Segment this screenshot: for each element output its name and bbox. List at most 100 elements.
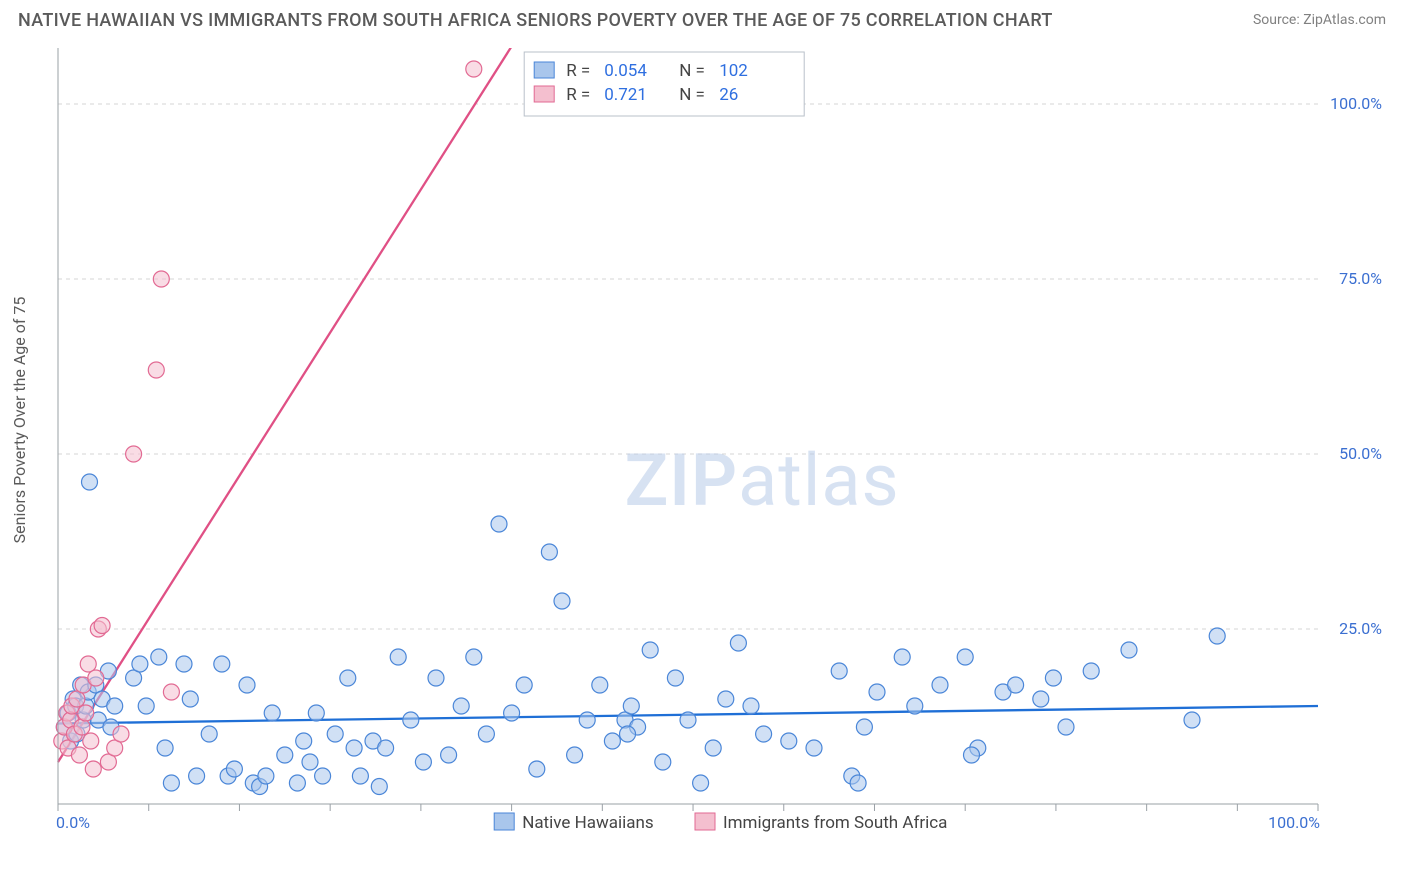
data-point — [296, 733, 312, 749]
data-point — [894, 649, 910, 665]
legend-n-label: N = — [679, 61, 705, 81]
data-point — [88, 670, 104, 686]
data-point — [415, 754, 431, 770]
data-point — [113, 726, 129, 742]
data-point — [1058, 719, 1074, 735]
data-point — [705, 740, 721, 756]
data-point — [579, 712, 595, 728]
data-point — [620, 726, 636, 742]
legend-n-value: 102 — [719, 61, 748, 81]
series-swatch — [494, 813, 514, 830]
data-point — [743, 698, 759, 714]
data-point — [428, 670, 444, 686]
data-point — [667, 670, 683, 686]
legend-swatch — [534, 62, 554, 78]
data-point — [189, 768, 205, 784]
data-point — [346, 740, 362, 756]
data-point — [340, 670, 356, 686]
data-point — [163, 775, 179, 791]
data-point — [390, 649, 406, 665]
data-point — [289, 775, 305, 791]
series-swatch — [695, 813, 715, 830]
x-tick-label: 0.0% — [56, 813, 90, 832]
data-point — [850, 775, 866, 791]
data-point — [163, 684, 179, 700]
data-point — [693, 775, 709, 791]
data-point — [1121, 642, 1137, 658]
watermark: ZIPatlas — [625, 438, 900, 523]
data-point — [94, 618, 110, 634]
data-point — [327, 726, 343, 742]
y-tick-label: 25.0% — [1339, 619, 1382, 638]
data-point — [730, 635, 746, 651]
data-point — [592, 677, 608, 693]
data-point — [138, 698, 154, 714]
data-point — [182, 691, 198, 707]
data-point — [907, 698, 923, 714]
y-axis-label: Seniors Poverty Over the Age of 75 — [10, 297, 29, 544]
data-point — [604, 733, 620, 749]
chart-title: NATIVE HAWAIIAN VS IMMIGRANTS FROM SOUTH… — [18, 10, 1053, 31]
data-point — [831, 663, 847, 679]
data-point — [1083, 663, 1099, 679]
data-point — [148, 362, 164, 378]
y-tick-label: 75.0% — [1339, 269, 1382, 288]
data-point — [441, 747, 457, 763]
data-point — [71, 747, 87, 763]
data-point — [258, 768, 274, 784]
data-point — [781, 733, 797, 749]
data-point — [856, 719, 872, 735]
data-point — [302, 754, 318, 770]
data-point — [504, 705, 520, 721]
data-point — [1209, 628, 1225, 644]
data-point — [82, 474, 98, 490]
data-point — [277, 747, 293, 763]
data-point — [680, 712, 696, 728]
data-point — [466, 61, 482, 77]
data-point — [453, 698, 469, 714]
data-point — [642, 642, 658, 658]
scatter-plot: 25.0% 50.0% 75.0% 100.0% ZIPatlas 0.0% 100.0% R… — [52, 42, 1392, 840]
data-point — [957, 649, 973, 665]
data-point — [80, 656, 96, 672]
data-point — [655, 754, 671, 770]
data-point — [541, 544, 557, 560]
data-point — [151, 649, 167, 665]
y-tick-label: 100.0% — [1330, 94, 1382, 113]
data-point — [869, 684, 885, 700]
data-point — [932, 677, 948, 693]
data-point — [623, 698, 639, 714]
chart-canvas: 25.0% 50.0% 75.0% 100.0% ZIPatlas 0.0% 100.0% R… — [52, 42, 1392, 840]
data-point — [466, 649, 482, 665]
series-label: Native Hawaiians — [522, 813, 654, 833]
data-point — [491, 516, 507, 532]
data-point — [83, 733, 99, 749]
data-point — [554, 593, 570, 609]
data-point — [529, 761, 545, 777]
legend-n-value: 26 — [719, 85, 738, 105]
data-point — [516, 677, 532, 693]
data-point — [132, 656, 148, 672]
data-point — [107, 698, 123, 714]
x-tick-label: 100.0% — [1268, 813, 1320, 832]
data-point — [403, 712, 419, 728]
legend-r-value: 0.721 — [604, 85, 647, 105]
data-point — [176, 656, 192, 672]
data-point — [153, 271, 169, 287]
data-point — [78, 705, 94, 721]
y-tick-label: 50.0% — [1339, 444, 1382, 463]
legend-swatch — [534, 86, 554, 102]
data-point — [264, 705, 280, 721]
data-point — [378, 740, 394, 756]
series-label: Immigrants from South Africa — [723, 813, 947, 833]
data-point — [239, 677, 255, 693]
data-point — [1008, 677, 1024, 693]
legend-r-label: R = — [566, 61, 590, 81]
legend-n-label: N = — [679, 85, 705, 105]
source-attribution: Source: ZipAtlas.com — [1253, 12, 1386, 28]
data-point — [214, 656, 230, 672]
data-point — [964, 747, 980, 763]
data-point — [308, 705, 324, 721]
data-point — [371, 779, 387, 795]
data-point — [567, 747, 583, 763]
